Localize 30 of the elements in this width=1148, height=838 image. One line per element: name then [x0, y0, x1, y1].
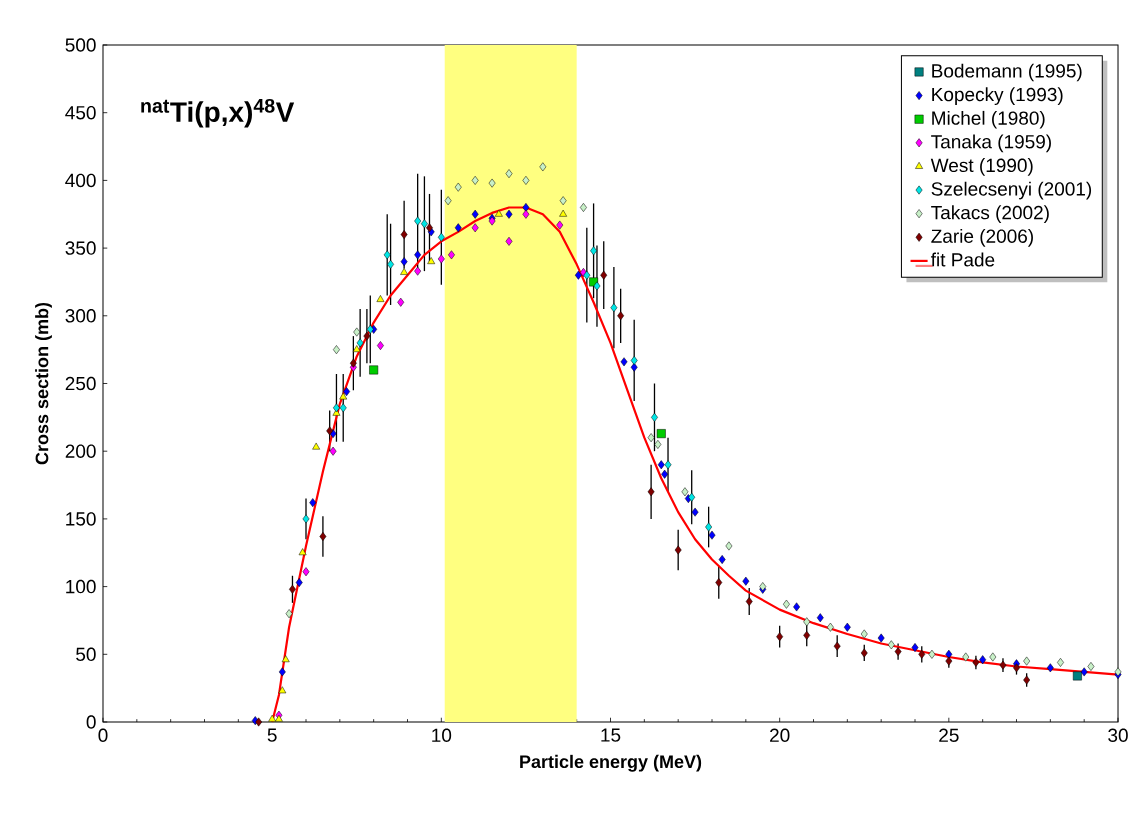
legend-label: West (1990) [930, 158, 1033, 176]
x-axis-title: Particle energy (MeV) [520, 754, 702, 772]
y-tick-label: 500 [65, 38, 96, 52]
legend-label: Zarie (2006) [931, 228, 1033, 247]
legend-label: Kopecky (1993) [932, 87, 1063, 105]
legend-label: fit Pade [930, 252, 995, 267]
legend-label: Tanaka (1959) [931, 134, 1051, 153]
y-tick-label: 50 [76, 647, 96, 662]
x-tick-label: 10 [432, 728, 452, 742]
y-axis-title: Cross section (mb) [35, 302, 52, 465]
legend-label: Bodemann (1995) [932, 63, 1082, 82]
y-tick-label: 400 [65, 173, 96, 188]
x-tick-label: 20 [770, 728, 790, 742]
y-tick-label: 450 [65, 105, 96, 120]
x-tick-label: 25 [939, 728, 959, 742]
annotation: $^{nat}$Ti(p,x)$^{48}$V [141, 98, 295, 128]
legend-label: Takacs (2002) [931, 205, 1049, 224]
y-tick-label: 350 [65, 241, 96, 255]
x-tick-label: 5 [267, 728, 277, 742]
y-tick-label: 100 [66, 579, 96, 594]
y-tick-label: 200 [65, 444, 96, 458]
y-tick-label: 300 [65, 309, 96, 323]
x-tick-label: 15 [601, 728, 621, 742]
legend-label: Michel (1980) [932, 110, 1045, 129]
x-tick-label: 30 [1108, 728, 1128, 742]
y-tick-label: 0 [86, 715, 96, 729]
legend-label: Szelecsenyi (2001) [931, 181, 1092, 200]
y-tick-label: 150 [66, 512, 96, 526]
y-tick-label: 250 [65, 376, 96, 391]
x-tick-label: 0 [98, 728, 108, 742]
